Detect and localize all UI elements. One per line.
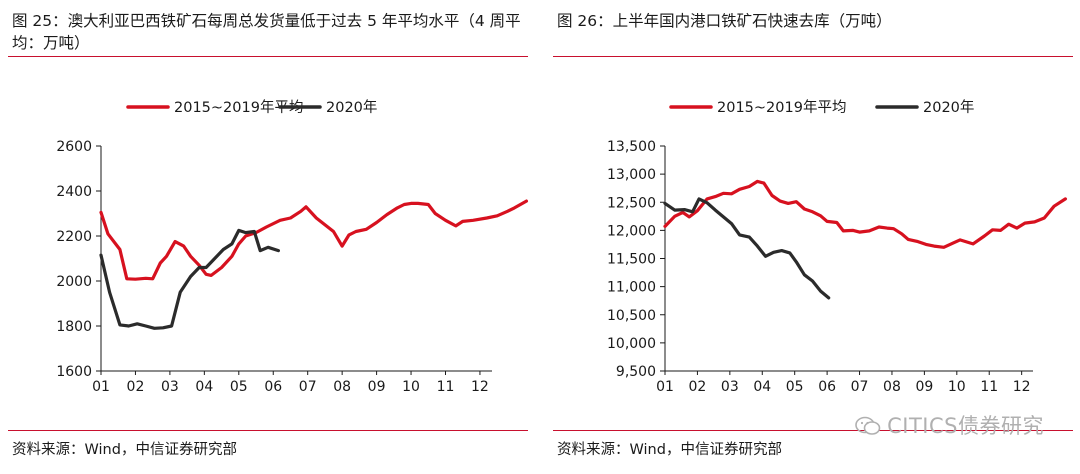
x-tick-label: 07 [299, 379, 317, 395]
series-line-2020 [663, 197, 831, 300]
x-tick-label: 03 [161, 379, 179, 395]
x-tick-label: 02 [127, 379, 145, 395]
x-tick-label: 01 [92, 379, 110, 395]
watermark: CITICS债券研究 [855, 410, 1044, 440]
x-tick-label: 12 [1013, 379, 1031, 395]
x-tick-label: 09 [915, 379, 933, 395]
x-tick-label: 06 [818, 379, 836, 395]
x-tick-label: 10 [402, 379, 420, 395]
y-tick-label: 10,500 [607, 308, 656, 324]
x-tick-label: 07 [851, 379, 869, 395]
x-tick-label: 05 [230, 379, 248, 395]
x-tick-label: 05 [786, 379, 804, 395]
right-source-note: 资料来源：Wind，中信证券研究部 [557, 442, 782, 458]
x-tick-label: 04 [753, 379, 771, 395]
left-figure-title: 图 25：澳大利亚巴西铁矿石每周总发货量低于过去 5 年平均水平（4 周平均：万… [12, 12, 521, 52]
y-tick-label: 2600 [56, 139, 92, 155]
y-tick-label: 10,000 [607, 336, 656, 352]
left-figure-panel: 图 25：澳大利亚巴西铁矿石每周总发货量低于过去 5 年平均水平（4 周平均：万… [0, 0, 535, 474]
x-tick-label: 03 [721, 379, 739, 395]
x-tick-label: 11 [980, 379, 998, 395]
left-source-note: 资料来源：Wind，中信证券研究部 [12, 442, 237, 458]
right-chart: 9,500 10,000 10,500 11,000 11,500 12,000 12,50… [607, 99, 1067, 395]
right-figure-panel: 图 26：上半年国内港口铁矿石快速去库（万吨） 9,500 10,000 10,50… [545, 0, 1080, 474]
x-tick-label: 09 [368, 379, 386, 395]
x-tick-label: 04 [195, 379, 213, 395]
x-tick-label: 06 [264, 379, 282, 395]
legend-label: 2015~2019年平均 [717, 99, 846, 116]
legend-label: 2015~2019年平均 [174, 99, 303, 116]
right-title-rule [553, 56, 1073, 57]
legend-label: 2020年 [923, 99, 974, 116]
series-line-average [663, 179, 1067, 249]
x-tick-label: 02 [689, 379, 707, 395]
wechat-icon [855, 416, 881, 435]
left-title-rule [8, 56, 528, 57]
right-figure-title: 图 26：上半年国内港口铁矿石快速去库（万吨） [557, 12, 892, 30]
y-tick-label: 1800 [56, 319, 92, 335]
left-chart: 1600 1800 2000 2200 2400 2600 01 02 03 04 05 06 07 08… [56, 99, 528, 395]
left-source-rule [8, 430, 528, 431]
y-tick-label: 1600 [56, 364, 92, 380]
y-tick-label: 12,500 [607, 195, 656, 211]
y-tick-label: 9,500 [616, 364, 656, 380]
series-line-2020 [99, 228, 280, 330]
x-tick-label: 08 [333, 379, 351, 395]
y-tick-label: 2400 [56, 184, 92, 200]
y-tick-label: 2200 [56, 229, 92, 245]
series-line-average [99, 199, 528, 281]
y-tick-label: 2000 [56, 274, 92, 290]
x-tick-label: 01 [656, 379, 674, 395]
y-tick-label: 13,000 [607, 167, 656, 183]
x-tick-label: 10 [948, 379, 966, 395]
y-tick-label: 11,500 [607, 252, 656, 268]
right-source-rule [553, 430, 1073, 431]
y-tick-label: 13,500 [607, 139, 656, 155]
x-tick-label: 08 [883, 379, 901, 395]
x-tick-label: 12 [471, 379, 489, 395]
legend-label: 2020年 [326, 99, 377, 116]
y-tick-label: 12,000 [607, 223, 656, 239]
watermark-text: CITICS债券研究 [887, 414, 1044, 438]
x-tick-label: 11 [437, 379, 455, 395]
y-tick-label: 11,000 [607, 280, 656, 296]
